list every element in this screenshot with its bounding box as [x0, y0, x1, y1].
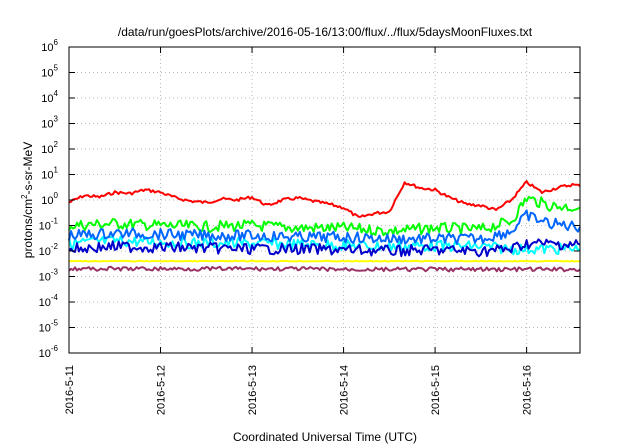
x-tick-label: 2016-5-11 — [64, 365, 76, 414]
x-tick-label: 2016-5-14 — [339, 365, 351, 415]
y-tick-label: 105 — [41, 64, 58, 80]
y-tick-label: 10-3 — [39, 268, 59, 284]
x-tick-label: 2016-5-15 — [430, 365, 442, 415]
axis-ticks — [68, 46, 580, 354]
y-tick-label: 104 — [41, 89, 58, 105]
chart-title: /data/run/goesPlots/archive/2016-05-16/1… — [118, 25, 533, 39]
x-axis-label: Coordinated Universal Time (UTC) — [233, 430, 417, 444]
y-tick-labels: 10-6 10-5 10-4 10-3 10-2 10-1 100 101 102 103 104 1… — [39, 38, 59, 360]
series-lines — [68, 180, 581, 273]
y-tick-label: 10-5 — [39, 319, 59, 335]
y-tick-label: 10-1 — [39, 217, 59, 233]
y-tick-label: 106 — [41, 38, 58, 54]
series-line — [68, 238, 581, 258]
x-tick-label: 2016-5-12 — [156, 365, 168, 415]
x-tick-labels: 2016-5-11 2016-5-12 2016-5-13 2016-5-14 2016… — [64, 365, 534, 415]
series-line — [68, 180, 581, 218]
grid — [69, 47, 580, 353]
y-tick-label: 10-4 — [39, 293, 59, 309]
y-tick-label: 100 — [41, 191, 58, 207]
y-tick-label: 10-6 — [39, 344, 59, 360]
series-line — [68, 259, 581, 263]
y-tick-label: 10-2 — [39, 242, 59, 258]
y-tick-label: 102 — [41, 140, 58, 156]
y-axis-label: protons/cm2-s-sr-MeV — [20, 142, 35, 258]
series-line — [68, 195, 581, 237]
x-tick-label: 2016-5-16 — [522, 365, 534, 415]
x-tick-label: 2016-5-13 — [247, 365, 259, 415]
y-tick-label: 101 — [41, 166, 58, 182]
series-line — [68, 209, 581, 245]
series-line — [68, 265, 581, 273]
y-tick-label: 103 — [41, 115, 58, 131]
